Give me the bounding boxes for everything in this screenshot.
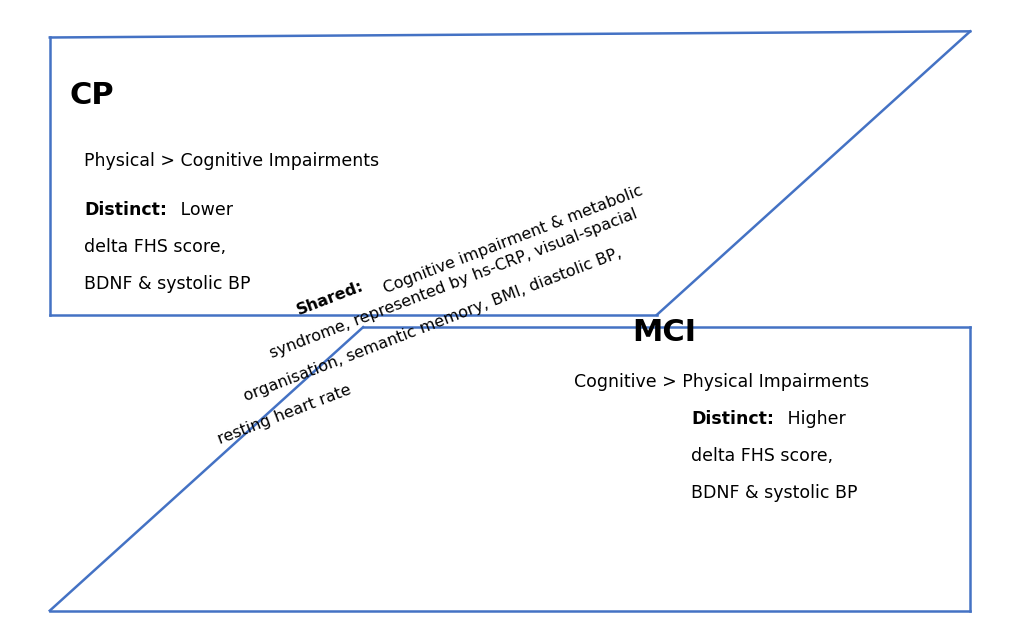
Text: Lower: Lower — [175, 201, 233, 219]
Text: syndrome, represented by hs-CRP, visual-spacial: syndrome, represented by hs-CRP, visual-… — [268, 206, 639, 361]
Text: Distinct:: Distinct: — [691, 410, 773, 428]
Text: MCI: MCI — [632, 318, 696, 347]
Text: delta FHS score,: delta FHS score, — [691, 447, 833, 465]
Text: CP: CP — [69, 81, 114, 110]
Text: BDNF & systolic BP: BDNF & systolic BP — [691, 484, 857, 502]
Text: organisation, semantic memory, BMI, diastolic BP,: organisation, semantic memory, BMI, dias… — [242, 246, 623, 404]
Text: resting heart rate: resting heart rate — [215, 383, 353, 447]
Text: BDNF & systolic BP: BDNF & systolic BP — [84, 275, 251, 293]
Text: Cognitive > Physical Impairments: Cognitive > Physical Impairments — [573, 374, 868, 392]
Text: Higher: Higher — [782, 410, 845, 428]
Text: Distinct:: Distinct: — [84, 201, 167, 219]
Text: delta FHS score,: delta FHS score, — [84, 238, 226, 256]
Text: Cognitive impairment & metabolic: Cognitive impairment & metabolic — [376, 183, 644, 298]
Text: Shared:: Shared: — [293, 279, 365, 318]
Text: Physical > Cognitive Impairments: Physical > Cognitive Impairments — [84, 152, 379, 169]
